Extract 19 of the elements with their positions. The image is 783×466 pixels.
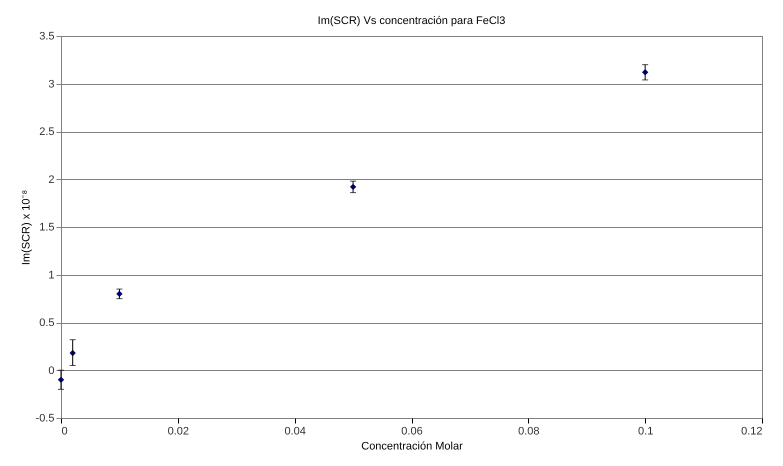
x-tick-label: 0.06 bbox=[401, 426, 423, 438]
x-axis-title: Concentración Molar bbox=[361, 440, 464, 452]
y-tick-label: 0.5 bbox=[39, 317, 54, 329]
x-tick-label: 0.08 bbox=[518, 426, 540, 438]
chart-title: Im(SCR) Vs concentración para FeCl3 bbox=[318, 15, 506, 27]
y-tick-label: 0 bbox=[48, 364, 54, 377]
y-axis-title: Im(SCR) x 10⁻⁸ bbox=[20, 190, 33, 266]
x-tick-label: 0.04 bbox=[284, 426, 306, 438]
y-tick-label: 2 bbox=[48, 174, 54, 186]
y-tick-label: -0.5 bbox=[36, 412, 54, 424]
x-tick-label: 0.02 bbox=[168, 426, 190, 438]
y-tick-label: 1.5 bbox=[39, 222, 54, 234]
y-tick-label: 1 bbox=[48, 269, 54, 282]
x-tick-label: 0.1 bbox=[638, 426, 654, 438]
x-tick-label: 0.12 bbox=[741, 426, 762, 438]
y-tick-label: 2.5 bbox=[39, 126, 54, 138]
y-tick-label: 3 bbox=[48, 78, 54, 90]
x-tick-label: 0 bbox=[62, 426, 68, 438]
y-tick-label: 3.5 bbox=[39, 30, 54, 42]
